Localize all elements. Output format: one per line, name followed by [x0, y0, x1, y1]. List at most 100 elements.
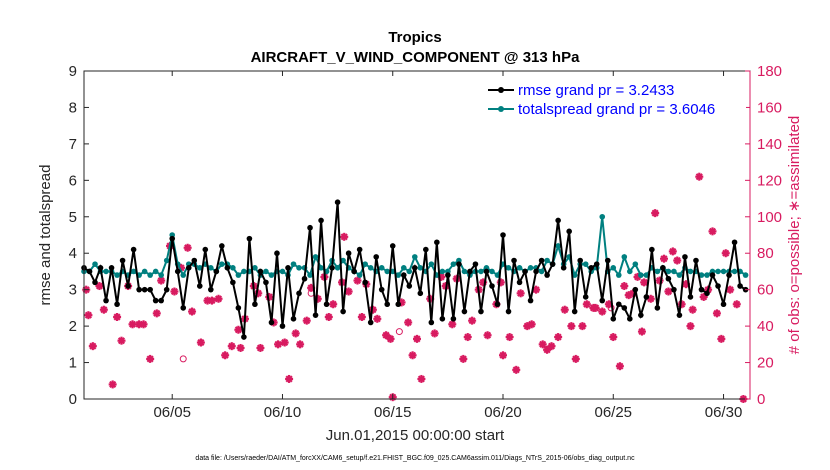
totalspread-point: [235, 272, 242, 278]
rmse-point: [191, 257, 198, 264]
obs-assimilated-marker: [357, 313, 366, 321]
rmse-point: [378, 286, 385, 293]
rmse-point: [356, 246, 363, 253]
totalspread-point: [334, 265, 341, 271]
rmse-point: [185, 265, 192, 271]
totalspread-point: [307, 272, 313, 278]
y-right-tick-label: 120: [757, 172, 782, 189]
rmse-point: [709, 272, 716, 278]
obs-assimilated-marker: [99, 305, 108, 314]
totalspread-point: [731, 268, 738, 275]
totalspread-point: [230, 265, 236, 271]
totalspread-point: [384, 268, 391, 275]
obs-assimilated-marker: [496, 278, 505, 287]
legend-totalspread-label: totalspread grand pr = 3.6046: [518, 101, 715, 118]
rmse-point: [560, 265, 567, 271]
obs-assimilated-marker: [505, 333, 514, 342]
totalspread-point: [417, 265, 424, 271]
obs-assimilated-marker: [523, 322, 532, 331]
chart-subtitle: AIRCRAFT_V_WIND_COMPONENT @ 313 hPa: [251, 49, 581, 66]
totalspread-point: [687, 268, 694, 275]
rmse-point: [285, 265, 291, 271]
x-tick-label: 06/15: [374, 404, 412, 421]
obs-assimilated-marker: [274, 340, 283, 349]
obs-assimilated-marker: [324, 313, 333, 321]
rmse-point: [538, 257, 545, 264]
rmse-point: [290, 316, 297, 322]
rmse-point: [97, 265, 104, 271]
obs-assimilated-marker: [726, 285, 735, 294]
obs-assimilated-marker: [567, 322, 576, 331]
totalspread-point: [263, 268, 269, 275]
y-right-tick-label: 180: [757, 63, 782, 80]
rmse-point: [340, 308, 346, 315]
obs-assimilated-marker: [404, 318, 413, 327]
rmse-point: [241, 334, 247, 340]
rmse-point: [114, 301, 120, 308]
obs-assimilated-marker: [483, 331, 492, 340]
y-right-tick-label: 100: [757, 209, 782, 226]
rmse-point: [445, 272, 451, 278]
y-tick-label: 0: [69, 391, 77, 408]
totalspread-point: [632, 261, 639, 267]
obs-assimilated-marker: [214, 294, 223, 303]
rmse-point: [373, 254, 380, 260]
rmse-point: [296, 290, 302, 297]
rmse-point: [103, 297, 109, 304]
obs-assimilated-marker: [221, 351, 230, 360]
x-tick-label: 06/25: [594, 404, 632, 421]
rmse-point: [698, 286, 705, 293]
rmse-point: [671, 286, 677, 293]
obs-assimilated-marker: [413, 334, 421, 343]
rmse-point: [230, 279, 236, 286]
rmse-point: [434, 239, 440, 246]
obs-assimilated-marker: [188, 307, 197, 316]
obs-assimilated-marker: [128, 320, 137, 329]
rmse-point: [472, 261, 479, 267]
rmse-point: [235, 305, 242, 311]
totalspread-point: [103, 268, 109, 275]
rmse-point: [704, 290, 710, 297]
totalspread-point: [439, 268, 446, 275]
rmse-point: [489, 283, 495, 289]
totalspread-point: [599, 213, 606, 220]
rmse-point: [461, 308, 468, 315]
obs-assimilated-marker: [659, 254, 668, 263]
totalspread-point: [395, 272, 402, 278]
obs-assimilated-marker: [547, 342, 556, 351]
y-right-tick-label: 80: [757, 245, 774, 262]
rmse-point: [566, 228, 572, 235]
totalspread-point: [130, 268, 137, 275]
totalspread-point: [356, 272, 363, 278]
obs-assimilated-marker: [84, 311, 93, 320]
obs-assimilated-marker: [468, 316, 477, 325]
y-tick-label: 4: [69, 245, 77, 262]
obs-possible-marker: [395, 328, 403, 336]
obs-assimilated-marker: [108, 380, 117, 389]
rmse-point: [731, 239, 738, 246]
totalspread-point: [671, 268, 677, 275]
obs-assimilated-marker: [207, 296, 216, 305]
obs-assimilated-marker: [604, 300, 613, 309]
obs-assimilated-marker: [417, 374, 426, 383]
totalspread-point: [318, 265, 324, 271]
rmse-point: [136, 286, 142, 293]
obs-assimilated-marker: [463, 333, 472, 342]
rmse-point: [522, 268, 528, 275]
rmse-point: [119, 257, 126, 264]
rmse-point: [654, 305, 661, 311]
rmse-point: [660, 265, 666, 271]
obs-assimilated-marker: [609, 333, 618, 342]
rmse-point: [152, 297, 159, 304]
obs-assimilated-marker: [695, 172, 704, 181]
rmse-point: [307, 224, 313, 231]
obs-assimilated-marker: [527, 320, 536, 329]
x-tick-label: 06/30: [705, 404, 743, 421]
rmse-point: [478, 308, 484, 315]
obs-assimilated-marker: [146, 354, 155, 363]
rmse-point: [362, 279, 368, 286]
totalspread-point: [411, 254, 418, 260]
obs-assimilated-marker: [280, 338, 289, 347]
